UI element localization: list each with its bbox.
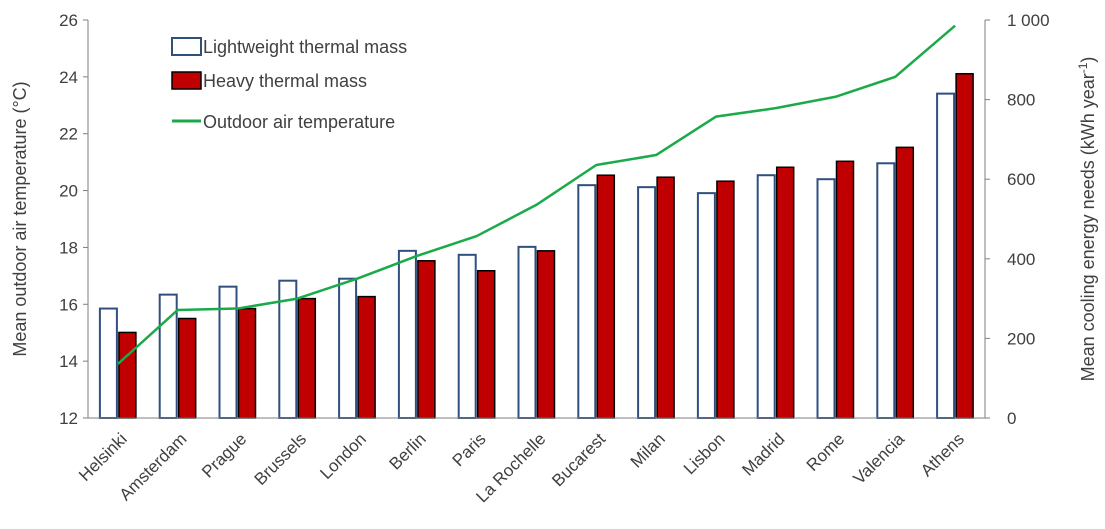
bar-lightweight (637, 186, 657, 419)
bar-lightweight (816, 178, 836, 419)
right-y-tick-label: 1 000 (1007, 11, 1050, 30)
bar-heavy (895, 146, 915, 419)
bar-lightweight (517, 245, 537, 419)
legend-swatch-heavy (171, 71, 202, 90)
bar-lightweight (218, 285, 238, 419)
bar-heavy (716, 180, 735, 419)
bar-heavy (955, 72, 974, 419)
legend: Lightweight thermal mass Heavy thermal m… (171, 37, 407, 132)
series-line-temperature (117, 24, 956, 365)
bar-heavy (237, 307, 257, 419)
right-y-axis-title-end: ) (1078, 57, 1098, 63)
right-y-axis-title: Mean cooling energy needs (kWh year-1) (1076, 57, 1098, 382)
x-tick-label: Madrid (738, 429, 788, 479)
left-y-tick-label: 14 (59, 352, 78, 371)
legend-swatch-lightweight (171, 37, 202, 56)
left-y-tick-label: 22 (59, 125, 78, 144)
x-tick-label: London (316, 429, 370, 483)
legend-label-lightweight: Lightweight thermal mass (203, 37, 407, 57)
x-tick-label: Athens (917, 429, 968, 480)
bar-heavy (177, 317, 197, 419)
left-y-tick-label: 16 (59, 295, 78, 314)
bar-heavy (118, 331, 137, 419)
left-y-axis-title: Mean outdoor air temperature (°C) (10, 81, 30, 356)
bar-heavy (835, 160, 855, 419)
bar-lightweight (876, 162, 896, 419)
x-tick-label: Bucarest (548, 429, 609, 490)
x-tick-label: Helsinki (75, 429, 131, 485)
bar-heavy (417, 260, 436, 419)
bar-heavy (476, 269, 496, 419)
x-tick-label: Brussels (251, 429, 311, 489)
bar-lightweight (397, 249, 417, 419)
bar-lightweight (696, 192, 716, 419)
x-tick-label: Valencia (849, 429, 908, 488)
bar-lightweight (936, 92, 956, 419)
left-y-tick-label: 12 (59, 409, 78, 428)
right-y-tick-label: 0 (1007, 409, 1016, 428)
right-y-tick-label: 400 (1007, 250, 1035, 269)
bar-lightweight (338, 277, 358, 420)
x-tick-label: Paris (449, 429, 490, 470)
bar-lightweight (577, 184, 597, 419)
right-y-axis-title-main: Mean cooling energy needs (kWh year (1078, 73, 1098, 381)
right-y-tick-label: 800 (1007, 91, 1035, 110)
bar-lightweight (756, 174, 776, 419)
bar-lightweight (98, 307, 118, 419)
bar-heavy (357, 295, 376, 419)
bar-heavy (656, 176, 675, 419)
bar-heavy (536, 250, 556, 419)
legend-label-heavy: Heavy thermal mass (203, 71, 367, 91)
x-tick-label: Rome (803, 429, 849, 475)
legend-label-temperature: Outdoor air temperature (203, 112, 395, 132)
left-y-tick-label: 18 (59, 238, 78, 257)
right-y-tick-label: 200 (1007, 329, 1035, 348)
bar-heavy (297, 297, 317, 419)
right-y-axis-title-superscript: -1 (1076, 62, 1090, 73)
bar-heavy (775, 166, 795, 419)
left-y-tick-label: 20 (59, 182, 78, 201)
x-tick-label: Prague (198, 429, 250, 481)
x-tick-label: Lisbon (680, 429, 729, 478)
left-y-tick-label: 24 (59, 68, 78, 87)
x-tick-label: Berlin (386, 429, 430, 473)
bar-lightweight (457, 253, 477, 419)
right-y-tick-label: 600 (1007, 170, 1035, 189)
left-y-tick-label: 26 (59, 11, 78, 30)
bar-heavy (596, 174, 616, 419)
x-tick-label: Milan (627, 429, 669, 471)
